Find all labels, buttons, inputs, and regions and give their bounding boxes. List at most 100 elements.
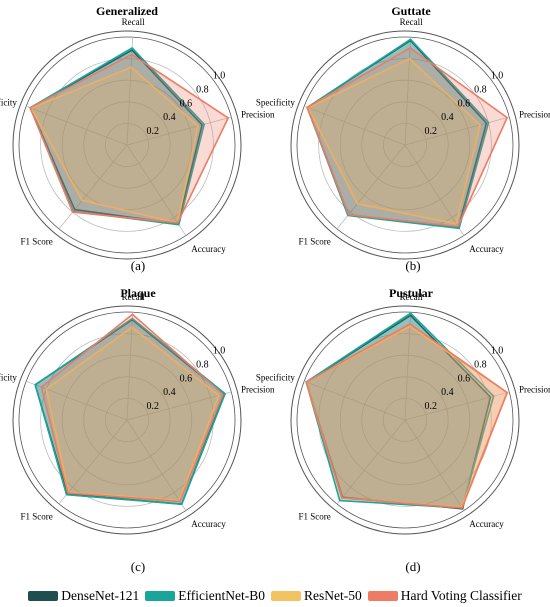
series-resnet	[45, 326, 220, 502]
grid-ring	[18, 311, 236, 529]
spoke-line	[126, 419, 187, 511]
tick-label: 1.0	[213, 71, 226, 82]
series-hard-voting	[305, 323, 509, 509]
tick-label: 0.2	[147, 126, 160, 137]
spoke-line	[404, 419, 465, 511]
legend: DenseNet-121 EfficientNet-B0 ResNet-50 H…	[0, 585, 550, 607]
grid-ring	[296, 36, 514, 254]
spoke-line	[126, 144, 187, 236]
axis-label-precision: Precision	[519, 384, 550, 394]
series-hard-voting	[306, 47, 509, 228]
legend-item-resnet: ResNet-50	[270, 588, 362, 604]
grid-ring	[361, 376, 449, 464]
axis-label-precision: Precision	[241, 384, 275, 394]
spoke-line	[404, 116, 510, 146]
grid-ring	[105, 397, 150, 442]
spoke-line	[336, 419, 406, 505]
outer-frame-ring	[12, 305, 242, 535]
spoke-line	[304, 105, 406, 146]
chart-title: Pustular	[389, 286, 434, 300]
series-efficientnet	[305, 312, 495, 509]
axis-label-f1-score: F1 Score	[20, 512, 52, 522]
axis-label-f1-score: F1 Score	[298, 237, 330, 247]
series-hard-voting	[40, 313, 224, 503]
axis-label-specificity: Specificity	[0, 373, 17, 383]
tick-label: 0.4	[441, 112, 454, 123]
panel-caption: (d)	[405, 559, 420, 574]
tick-label: 0.6	[180, 98, 193, 109]
spoke-line	[304, 380, 406, 421]
grid-ring	[40, 58, 214, 232]
legend-swatch-resnet	[270, 591, 301, 601]
grid-ring	[361, 101, 449, 189]
chart-title: Generalized	[96, 4, 158, 18]
spoke-line	[404, 391, 510, 421]
legend-item-hard-voting: Hard Voting Classifier	[367, 588, 522, 604]
legend-item-densenet: DenseNet-121	[28, 588, 139, 604]
spoke-line	[126, 312, 134, 421]
series-efficientnet	[34, 317, 226, 506]
spoke-line	[404, 312, 412, 421]
spoke-line	[126, 391, 232, 421]
grid-ring	[339, 79, 471, 211]
tick-label: 0.6	[458, 98, 471, 109]
tick-label: 0.8	[474, 359, 487, 370]
grid-ring	[61, 79, 193, 211]
spoke-line	[26, 105, 128, 146]
legend-swatch-hard-voting	[367, 591, 398, 601]
grid-ring	[18, 36, 236, 254]
legend-item-efficientnet: EfficientNet-B0	[145, 588, 265, 604]
panel-caption: (a)	[131, 258, 145, 273]
axis-label-recall: Recall	[400, 292, 423, 302]
axis-label-f1-score: F1 Score	[298, 512, 330, 522]
tick-label: 0.8	[474, 84, 487, 95]
chart-title: Guttate	[391, 4, 431, 18]
series-hard-voting	[29, 53, 229, 224]
axis-label-accuracy: Accuracy	[191, 519, 226, 529]
axis-label-specificity: Specificity	[0, 98, 17, 108]
tick-label: 0.2	[147, 401, 160, 412]
grid-ring	[382, 397, 427, 442]
legend-label-efficientnet: EfficientNet-B0	[178, 588, 265, 603]
radar-panel-guttate: Guttate (b) 0.20.4 0.60.8 1.0 Precision Recall…	[256, 4, 550, 273]
axis-label-precision: Precision	[241, 109, 275, 119]
tick-label: 0.6	[458, 373, 471, 384]
grid-ring	[61, 354, 193, 486]
radar-panel-plaque: Plaque (c) 0.20.4 0.60.8 1.0 Precision Recall S…	[0, 286, 275, 574]
grid-ring	[296, 311, 514, 529]
axis-label-recall: Recall	[122, 292, 145, 302]
tick-label: 0.6	[180, 373, 193, 384]
axis-label-precision: Precision	[519, 109, 550, 119]
grid-ring	[105, 123, 150, 168]
spoke-line	[58, 144, 128, 230]
tick-label: 1.0	[491, 71, 504, 82]
outer-frame-ring	[290, 30, 520, 260]
tick-label: 1.0	[491, 346, 504, 357]
axis-label-f1-score: F1 Score	[20, 237, 52, 247]
axis-label-recall: Recall	[122, 17, 145, 27]
outer-frame-ring	[290, 305, 520, 535]
tick-label: 0.4	[163, 387, 176, 398]
panel-caption: (b)	[405, 258, 420, 273]
tick-label: 0.4	[441, 387, 454, 398]
axis-label-accuracy: Accuracy	[191, 244, 226, 254]
spoke-line	[58, 419, 128, 505]
axis-label-specificity: Specificity	[256, 373, 295, 383]
panel-caption: (c)	[131, 559, 145, 574]
grid-ring	[83, 376, 171, 464]
spoke-line	[404, 144, 465, 236]
spoke-line	[26, 380, 128, 421]
legend-swatch-densenet	[28, 591, 59, 601]
tick-label: 0.2	[425, 401, 438, 412]
tick-label: 0.8	[196, 359, 209, 370]
radar-panel-generalized: Generalized (a) 0.20.4 0.60.8 1.0 Precision Re…	[0, 4, 275, 273]
grid-ring	[339, 354, 471, 486]
spoke-line	[126, 116, 232, 146]
series-resnet	[307, 57, 481, 225]
legend-label-densenet: DenseNet-121	[61, 588, 140, 603]
tick-label: 0.4	[163, 112, 176, 123]
tick-label: 0.2	[425, 126, 438, 137]
axis-label-specificity: Specificity	[256, 98, 295, 108]
spoke-line	[404, 37, 412, 146]
